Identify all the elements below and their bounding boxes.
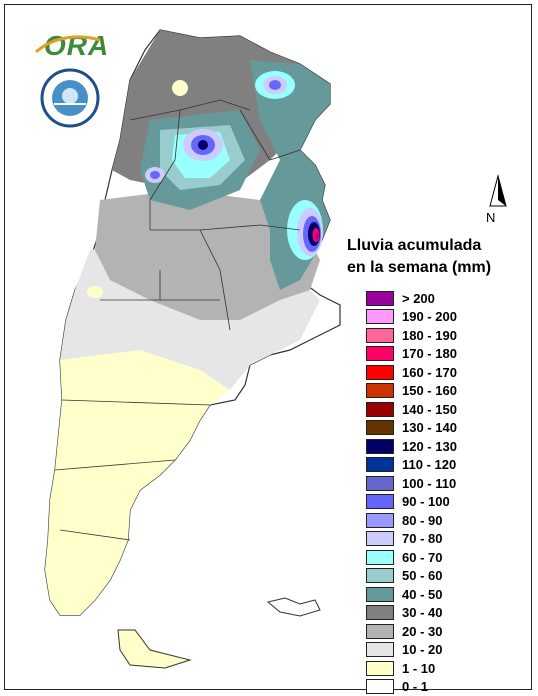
legend-item: 10 - 20	[366, 641, 486, 660]
legend-label: 30 - 40	[402, 605, 443, 621]
north-arrow-icon	[489, 174, 507, 207]
legend-label: 170 - 180	[402, 346, 457, 362]
legend-swatch	[366, 679, 394, 695]
legend-item: 90 - 100	[366, 493, 486, 512]
blob-navy-center	[198, 140, 208, 150]
legend-item: 100 - 110	[366, 474, 486, 493]
rainfall-legend: > 200 190 - 200 180 - 190 170 - 180 160 - 17…	[366, 289, 486, 696]
legend-swatch	[366, 438, 394, 454]
legend-label: 10 - 20	[402, 642, 443, 658]
legend-label: 90 - 100	[402, 494, 450, 510]
legend-title-line1: Lluvia acumulada	[347, 237, 482, 254]
legend-swatch	[366, 494, 394, 510]
legend-swatch	[366, 568, 394, 584]
legend-label: 60 - 70	[402, 549, 443, 565]
blob-blue-ne	[269, 80, 281, 90]
legend-title: Lluvia acumulada en la semana (mm)	[347, 235, 517, 279]
smn-seal-icon	[40, 68, 100, 128]
tierra-del-fuego	[117, 629, 192, 669]
legend-item: 120 - 130	[366, 437, 486, 456]
legend-label: 160 - 170	[402, 364, 457, 380]
legend-swatch	[366, 623, 394, 639]
province-boundaries	[54, 99, 301, 541]
north-label: N	[486, 210, 496, 225]
legend-label: 120 - 130	[402, 438, 457, 454]
legend-label: 140 - 150	[402, 401, 457, 417]
blob-pale-west	[87, 286, 103, 298]
legend-item: 1 - 10	[366, 659, 486, 678]
legend-swatch	[366, 475, 394, 491]
zone-pale-south	[45, 350, 230, 615]
legend-item: 70 - 80	[366, 530, 486, 549]
legend-swatch	[366, 420, 394, 436]
legend-label: 50 - 60	[402, 568, 443, 584]
legend-swatch	[366, 531, 394, 547]
legend-swatch	[366, 401, 394, 417]
legend-swatch	[366, 549, 394, 565]
legend-swatch	[366, 512, 394, 528]
legend-item: 130 - 140	[366, 419, 486, 438]
ora-logo: ORA	[44, 30, 110, 61]
legend-item: 40 - 50	[366, 585, 486, 604]
legend-item: 60 - 70	[366, 548, 486, 567]
blob-magenta-east	[315, 233, 319, 239]
legend-label: 150 - 160	[402, 383, 457, 399]
legend-label: 1 - 10	[402, 660, 436, 676]
legend-item: 110 - 120	[366, 456, 486, 475]
malvinas-islands	[266, 597, 321, 617]
legend-item: 190 - 200	[366, 308, 486, 327]
legend-label: 190 - 200	[402, 309, 457, 325]
legend-swatch	[366, 327, 394, 343]
legend-swatch	[366, 660, 394, 676]
legend-label: 100 - 110	[402, 475, 457, 491]
legend-label: 80 - 90	[402, 512, 443, 528]
legend-swatch	[366, 364, 394, 380]
legend-item: 180 - 190	[366, 326, 486, 345]
legend-item: 150 - 160	[366, 382, 486, 401]
legend-item: > 200	[366, 289, 486, 308]
legend-swatch	[366, 309, 394, 325]
legend-label: 20 - 30	[402, 623, 443, 639]
legend-swatch	[366, 346, 394, 362]
legend-item: 80 - 90	[366, 511, 486, 530]
legend-label: 0 - 1	[402, 679, 429, 695]
legend-swatch	[366, 290, 394, 306]
legend-label: 40 - 50	[402, 586, 443, 602]
legend-swatch	[366, 642, 394, 658]
legend-item: 0 - 1	[366, 678, 486, 696]
legend-item: 50 - 60	[366, 567, 486, 586]
legend-item: 20 - 30	[366, 622, 486, 641]
legend-swatch	[366, 586, 394, 602]
legend-label: 180 - 190	[402, 327, 457, 343]
zone-mid-band	[95, 190, 320, 320]
legend-swatch	[366, 457, 394, 473]
blob-blue-west	[150, 171, 160, 179]
legend-item: 30 - 40	[366, 604, 486, 623]
legend-label: 110 - 120	[402, 457, 457, 473]
legend-label: 130 - 140	[402, 420, 457, 436]
legend-item: 160 - 170	[366, 363, 486, 382]
legend-item: 170 - 180	[366, 345, 486, 364]
blob-pale-north	[172, 80, 188, 96]
legend-swatch	[366, 605, 394, 621]
legend-label: 70 - 80	[402, 531, 443, 547]
legend-swatch	[366, 383, 394, 399]
legend-item: 140 - 150	[366, 400, 486, 419]
legend-label: > 200	[402, 290, 435, 306]
legend-title-line2: en la semana (mm)	[347, 259, 492, 276]
